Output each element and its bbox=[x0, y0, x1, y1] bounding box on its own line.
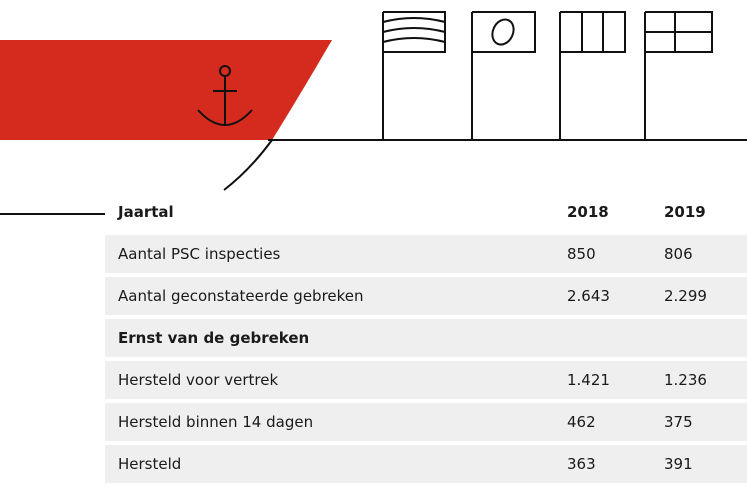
table-cell: 2.299 bbox=[664, 287, 707, 305]
table-row: Ernst van de gebreken bbox=[105, 319, 747, 357]
table-cell: 806 bbox=[664, 245, 693, 263]
table-cell: Hersteld bbox=[118, 455, 182, 473]
decoration bbox=[0, 11, 747, 215]
table-cell: Jaartal bbox=[118, 203, 174, 221]
page: Jaartal 2018 2019 Aantal PSC inspecties 850 8… bbox=[0, 11, 747, 483]
table-row: Hersteld 363 391 bbox=[105, 445, 747, 483]
flags bbox=[382, 11, 713, 140]
table-row: Aantal PSC inspecties 850 806 bbox=[105, 235, 747, 273]
table-cell: 462 bbox=[567, 413, 596, 431]
table-cell: Hersteld voor vertrek bbox=[118, 371, 279, 389]
table-cell: Aantal PSC inspecties bbox=[118, 245, 281, 263]
hull-curve bbox=[223, 139, 273, 191]
ship-hull bbox=[0, 40, 332, 140]
table-cell: 1.236 bbox=[664, 371, 707, 389]
table-row: Hersteld binnen 14 dagen 462 375 bbox=[105, 403, 747, 441]
table-cell: 375 bbox=[664, 413, 693, 431]
table-cell: 363 bbox=[567, 455, 596, 473]
table: Jaartal 2018 2019 Aantal PSC inspecties 850 8… bbox=[105, 193, 747, 487]
table-cell: Ernst van de gebreken bbox=[118, 329, 310, 347]
table-cell: 1.421 bbox=[567, 371, 610, 389]
table-cell: Hersteld binnen 14 dagen bbox=[118, 413, 314, 431]
table-cell: Aantal geconstateerde gebreken bbox=[118, 287, 364, 305]
table-row: Jaartal 2018 2019 bbox=[105, 193, 747, 231]
table-cell: 2.643 bbox=[567, 287, 610, 305]
table-cell: 850 bbox=[567, 245, 596, 263]
anchor bbox=[197, 65, 253, 126]
table-row: Hersteld voor vertrek 1.421 1.236 bbox=[105, 361, 747, 399]
table-cell: 2018 bbox=[567, 203, 609, 221]
table-cell: 391 bbox=[664, 455, 693, 473]
table-cell: 2019 bbox=[664, 203, 706, 221]
table-row: Aantal geconstateerde gebreken 2.643 2.299 bbox=[105, 277, 747, 315]
